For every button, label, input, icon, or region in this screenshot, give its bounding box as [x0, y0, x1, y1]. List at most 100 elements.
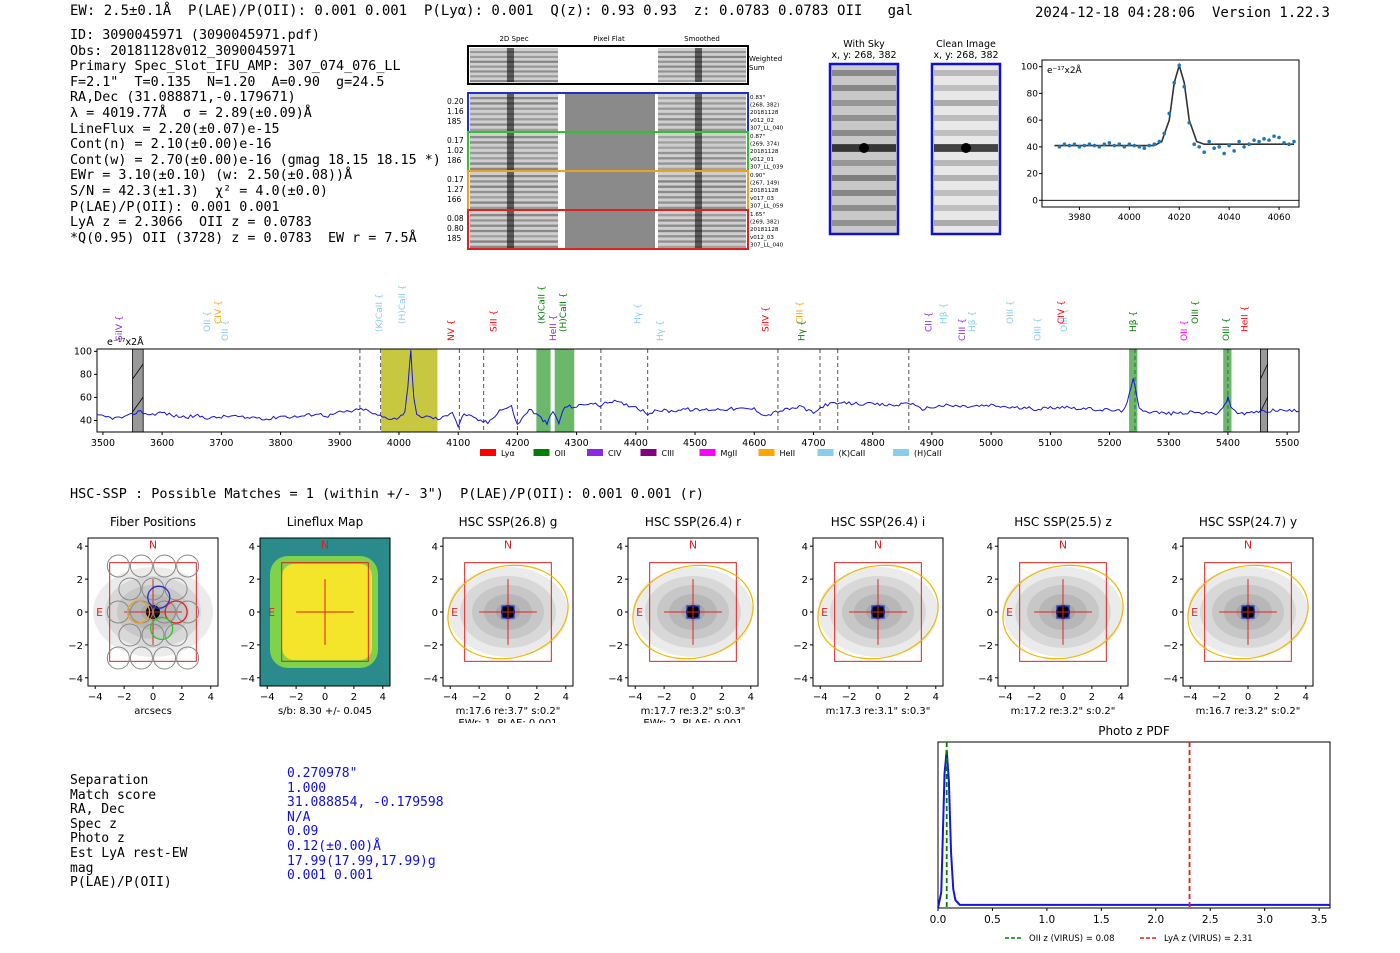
fit-xtick: 4000	[1118, 213, 1141, 223]
cutout-row-stat: 166	[447, 195, 462, 204]
panel-xtick: 4	[748, 692, 754, 703]
match-value: 1.000	[287, 780, 327, 796]
cutout-row-stat: 186	[447, 156, 462, 165]
panel-caption: m:17.2 re:3.2" s:0.2"	[1011, 706, 1116, 717]
line-id-label: HeII {	[1241, 306, 1251, 332]
panel-xtick: 4	[563, 692, 569, 703]
cutout-row-meta: 20181128	[750, 149, 779, 155]
panel-ytick: 2	[249, 575, 255, 586]
fit-ytick: 80	[1027, 89, 1039, 99]
fit-data-point	[1192, 142, 1197, 146]
hsc-summary: HSC-SSP : Possible Matches = 1 (within +…	[70, 486, 704, 502]
counterpart-box	[1056, 605, 1070, 619]
fit-data-point	[1242, 145, 1246, 149]
counterpart-box	[871, 605, 885, 619]
panel-xtick: −2	[842, 692, 857, 703]
panel-xtick: 4	[380, 692, 386, 703]
cutout-row-meta: 307_LL_059	[750, 203, 784, 209]
north-label: N	[149, 539, 157, 552]
line-id-label: NV {	[447, 320, 457, 341]
line-id-label: OIII {	[1191, 300, 1201, 324]
timestamp: 2024-12-18 04:28:06	[1034, 5, 1196, 21]
fit-data-point	[1102, 142, 1107, 146]
sky-stripe	[832, 175, 896, 181]
fit-xtick: 4020	[1168, 213, 1191, 223]
imaging-panels: Fiber Positions N E −4 −4 −2 −2 0 0 2 2 4 4 arcsecs Li…	[68, 515, 1314, 723]
fit-data-point	[1202, 150, 1206, 155]
match-label: Separation	[70, 773, 149, 788]
fit-data-point	[1077, 145, 1082, 149]
panel-title: HSC SSP(26.8) g	[459, 515, 558, 529]
sky-frame	[828, 62, 900, 236]
spectrum-axes	[96, 348, 1300, 433]
panel-xtick: 4	[933, 692, 939, 703]
spec-xtick: 4300	[565, 438, 589, 449]
legend-label: HeII	[780, 449, 796, 458]
line-id-label: Hβ {	[968, 311, 978, 332]
spec-xtick: 3800	[268, 438, 292, 449]
match-label: Spec z	[70, 816, 117, 832]
line-id-label: OIII {	[1006, 300, 1016, 324]
sky-coords: x, y: 268, 382	[831, 50, 896, 61]
fit-data-point	[1247, 142, 1251, 146]
info-line: Primary Spec_Slot_IFU_AMP: 307_074_076_L…	[70, 59, 401, 75]
panel-ytick: 4	[432, 542, 438, 553]
info-line: Cont(n) = 2.10(±0.00)e-16	[70, 137, 272, 153]
cutout-row-meta: v012_02	[750, 118, 774, 124]
cutout-row-meta: v012_01	[750, 157, 774, 163]
sky-stripe	[832, 190, 896, 196]
panel-ytick: 2	[1172, 575, 1178, 586]
detection-info: ID: 3090045971 (3090045971.pdf) Obs: 2018…	[70, 28, 441, 246]
spec-xtick: 4500	[683, 438, 707, 449]
spec-xtick: 3600	[150, 438, 174, 449]
panel-caption-2: EWr: 1, PLAE: 0.001	[458, 718, 557, 723]
aperture-box	[649, 562, 737, 662]
galaxy-ellipse	[447, 564, 569, 660]
fit-data-point	[1172, 80, 1177, 85]
panel-ytick: 4	[1172, 542, 1178, 553]
sky-stripe	[934, 175, 998, 181]
spec-xtick: 3700	[209, 438, 233, 449]
line-id-label: (H)CaII {	[398, 285, 408, 325]
sky-stripe	[934, 70, 998, 76]
emission-feature	[506, 172, 514, 209]
spec-xtick: 4900	[920, 438, 944, 449]
line-band	[1129, 349, 1138, 432]
fit-data-point	[1217, 145, 1221, 149]
cutout-row-meta: v017_03	[750, 196, 774, 202]
fiber-circle	[118, 577, 142, 601]
panel-xtick: 0	[505, 692, 511, 703]
hatch	[132, 363, 144, 380]
spec-xtick: 4400	[624, 438, 648, 449]
spec-xtick: 4000	[387, 438, 411, 449]
panel-xtick: −4	[813, 692, 828, 703]
line-id-label: CIII {	[958, 318, 968, 341]
line-id-label: HeII {	[549, 315, 559, 341]
fiber-circle	[129, 646, 153, 670]
cutout-col-header: 2D Spec	[499, 35, 528, 43]
panel-xtick: 2	[1089, 692, 1095, 703]
full-spectrum-plot: 3500 3600 3700 3800 3900 4000 4100 4200 4300 4400…	[74, 285, 1300, 458]
panel-xtick: −4	[260, 692, 275, 703]
fit-data-point	[1087, 142, 1092, 146]
selected-fiber	[126, 600, 151, 624]
cutout-row-stat: 0.20	[447, 97, 464, 106]
fit-data-point	[1082, 143, 1087, 148]
legend-swatch	[640, 449, 657, 456]
panel-ytick: −2	[793, 641, 808, 652]
header-right: 2024-12-18 04:28:06 Version 1.22.3	[1035, 5, 1330, 21]
fit-ytick: 20	[1027, 170, 1039, 180]
photo-z-pdf-plot: Photo z PDF 0.0 0.5 1.0 1.5 2.0 2.5 3.0 3.5 OII z…	[930, 724, 1331, 944]
aperture-box	[109, 562, 197, 662]
photoz-title: Photo z PDF	[1098, 724, 1170, 738]
fit-data-point	[1262, 137, 1266, 141]
fit-ytick: 100	[1021, 63, 1038, 73]
panel-title: Fiber Positions	[110, 515, 196, 529]
spec-ytick: 100	[74, 346, 92, 357]
cutout-row-meta: 307_LL_040	[750, 125, 784, 131]
photoz-xtick: 3.0	[1256, 914, 1273, 926]
fit-data-point	[1207, 139, 1211, 144]
cutout-col-header: Smoothed	[684, 35, 720, 43]
spec-xtick: 5000	[979, 438, 1003, 449]
fit-data-point	[1147, 143, 1152, 148]
